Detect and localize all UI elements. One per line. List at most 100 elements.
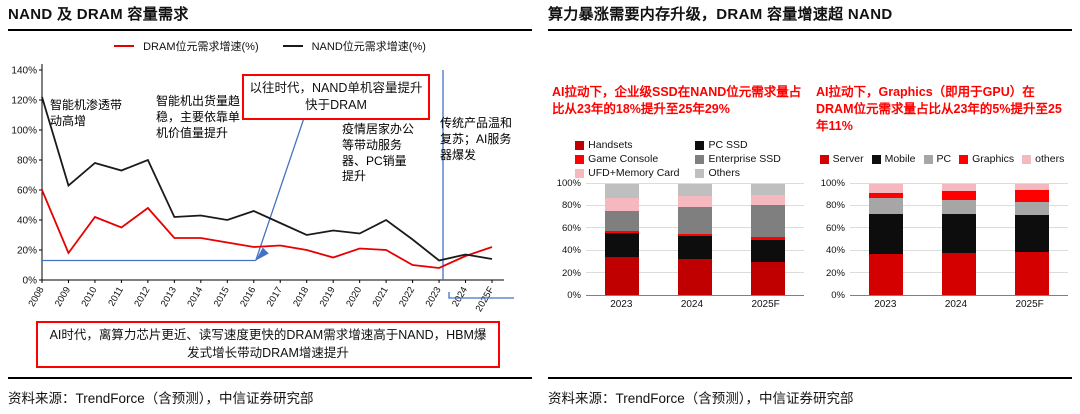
legend-item-others: others bbox=[1022, 153, 1064, 165]
segment-enterprise-ssd bbox=[677, 207, 712, 234]
svg-text:2019: 2019 bbox=[318, 285, 338, 309]
svg-text:2022: 2022 bbox=[397, 285, 417, 309]
x-category-label: 2025F bbox=[1015, 299, 1044, 310]
svg-text:2017: 2017 bbox=[265, 285, 285, 309]
gridline bbox=[850, 183, 1068, 184]
legend-label: NAND位元需求增速(%) bbox=[311, 41, 426, 53]
legend-swatch bbox=[959, 154, 969, 164]
svg-text:2011: 2011 bbox=[106, 285, 126, 308]
right-source: 资料来源：TrendForce（含预测），中信证券研究部 bbox=[548, 377, 1072, 407]
legend-item-enterprise-ssd: Enterprise SSD bbox=[695, 153, 781, 165]
svg-text:2023: 2023 bbox=[424, 285, 444, 309]
svg-text:2012: 2012 bbox=[132, 285, 152, 309]
y-axis: 0% 20% 40% 60% 80% 100% bbox=[552, 178, 586, 301]
svg-text:2015: 2015 bbox=[212, 285, 232, 309]
legend-swatch bbox=[871, 154, 881, 164]
legend-label: PC SSD bbox=[708, 139, 748, 151]
segment-pc-ssd bbox=[677, 236, 712, 260]
svg-text:0%: 0% bbox=[23, 276, 38, 287]
svg-text:2014: 2014 bbox=[185, 285, 205, 309]
legend-swatch bbox=[575, 168, 585, 178]
segment-graphics bbox=[941, 190, 976, 200]
svg-text:100%: 100% bbox=[11, 126, 37, 137]
y-tick-label: 60% bbox=[825, 222, 845, 234]
line-chart: 0% 20% 40% 60% 80% 100% 120% 140% 2008 2009 2010 20… bbox=[11, 64, 514, 314]
annotation-smartphone-growth: 智能机渗透带动高增 bbox=[50, 98, 123, 128]
nand-stacked-bar-chart: 0% 20% 40% 60% 80% 100% 2023 2024 2025F bbox=[552, 178, 804, 310]
svg-text:140%: 140% bbox=[11, 66, 37, 77]
legend-swatch bbox=[1022, 154, 1032, 164]
left-panel: NAND 及 DRAM 容量需求 DRAM位元需求增速(%) NAND位元需求增速… bbox=[2, 6, 538, 407]
plot-area bbox=[586, 183, 804, 296]
segment-mobile bbox=[941, 213, 976, 253]
legend-item-ufd-memory-card: UFD+Memory Card bbox=[575, 167, 679, 179]
stacked-bar-2023 bbox=[869, 184, 904, 295]
y-tick-label: 20% bbox=[561, 267, 581, 279]
x-category-label: 2024 bbox=[680, 299, 704, 310]
y-tick-label: 40% bbox=[825, 245, 845, 257]
segment-others bbox=[605, 184, 640, 199]
segment-graphics bbox=[1014, 189, 1049, 202]
legend-swatch bbox=[575, 154, 585, 164]
legend-swatch bbox=[695, 168, 705, 178]
y-tick-label: 0% bbox=[831, 290, 845, 301]
annotation-past-era-box: 以往时代，NAND单机容量提升快于DRAM bbox=[242, 74, 430, 120]
x-axis-labels: 2023 2024 2025F bbox=[586, 299, 804, 310]
stacked-bar-2025f bbox=[750, 184, 785, 295]
legend-swatch bbox=[575, 140, 585, 150]
stacked-bar-2023 bbox=[605, 184, 640, 295]
segment-pc-ssd bbox=[750, 239, 785, 262]
segment-others bbox=[750, 184, 785, 196]
line-chart-legend: DRAM位元需求增速(%) NAND位元需求增速(%) bbox=[2, 38, 538, 54]
x-category-label: 2023 bbox=[874, 299, 897, 310]
stacked-bar-2024 bbox=[941, 184, 976, 295]
right-panel-title: 算力暴涨需要内存升级，DRAM 容量增速超 NAND bbox=[548, 3, 1072, 31]
y-tick-label: 80% bbox=[561, 200, 581, 212]
dram-stacked-bar-chart: 0% 20% 40% 60% 80% 100% 2023 2024 2025F bbox=[816, 178, 1068, 310]
svg-text:2008: 2008 bbox=[27, 285, 47, 309]
segment-graphics bbox=[869, 192, 904, 199]
nand-chart-legend: Handsets PC SSD Game Console Enterprise SSD… bbox=[552, 136, 804, 182]
svg-text:2013: 2013 bbox=[159, 285, 179, 309]
legend-line-swatch bbox=[114, 45, 135, 47]
svg-text:20%: 20% bbox=[17, 246, 37, 257]
legend-item-dram: DRAM位元需求增速(%) bbox=[114, 38, 259, 54]
legend-item-graphics: Graphics bbox=[959, 153, 1014, 165]
svg-text:2020: 2020 bbox=[344, 285, 364, 309]
y-tick-label: 80% bbox=[825, 200, 845, 212]
segment-game-console bbox=[605, 230, 640, 233]
segment-others bbox=[677, 184, 712, 197]
legend-item-nand: NAND位元需求增速(%) bbox=[282, 38, 426, 54]
svg-text:120%: 120% bbox=[11, 96, 37, 107]
left-source: 资料来源：TrendForce（含预测），中信证券研究部 bbox=[8, 377, 532, 407]
annotation-recovery: 传统产品温和复苏；AI服务器爆发 bbox=[440, 116, 513, 162]
legend-label: Graphics bbox=[972, 153, 1015, 165]
legend-swatch bbox=[695, 154, 705, 164]
legend-item-mobile: Mobile bbox=[871, 153, 916, 165]
y-tick-label: 0% bbox=[567, 290, 581, 301]
segment-server bbox=[869, 253, 904, 295]
legend-label: others bbox=[1035, 153, 1065, 165]
svg-text:2018: 2018 bbox=[291, 285, 311, 309]
legend-item-game-console: Game Console bbox=[575, 153, 679, 165]
legend-label: Others bbox=[708, 167, 740, 179]
plot-area bbox=[850, 183, 1068, 296]
segment-server bbox=[1014, 251, 1049, 295]
segment-pc bbox=[1014, 201, 1049, 216]
legend-swatch bbox=[923, 154, 933, 164]
segment-handsets bbox=[750, 261, 785, 295]
line-chart-area: DRAM位元需求增速(%) NAND位元需求增速(%) 0% 20% 40% 60% 80… bbox=[2, 30, 538, 320]
right-panel: 算力暴涨需要内存升级，DRAM 容量增速超 NAND AI拉动下，企业级SSD在… bbox=[540, 0, 1080, 414]
line-series-dram bbox=[41, 189, 493, 269]
legend-label: Mobile bbox=[884, 153, 916, 165]
legend-label: PC bbox=[936, 153, 952, 165]
annotation-shipment-stable: 智能机出货量趋稳，主要依靠单机价值量提升 bbox=[156, 94, 241, 140]
annotation-pandemic: 疫情居家办公等带动服务器、PC销量提升 bbox=[342, 122, 415, 184]
ai-era-note-box: AI时代，离算力芯片更近、读写速度更快的DRAM需求增速高于NAND，HBM爆发… bbox=[36, 321, 500, 368]
y-tick-label: 100% bbox=[556, 178, 581, 189]
segment-ufd-memory-card bbox=[605, 198, 640, 211]
segment-others bbox=[1014, 184, 1049, 190]
segment-handsets bbox=[677, 259, 712, 295]
segment-pc-ssd bbox=[605, 232, 640, 258]
